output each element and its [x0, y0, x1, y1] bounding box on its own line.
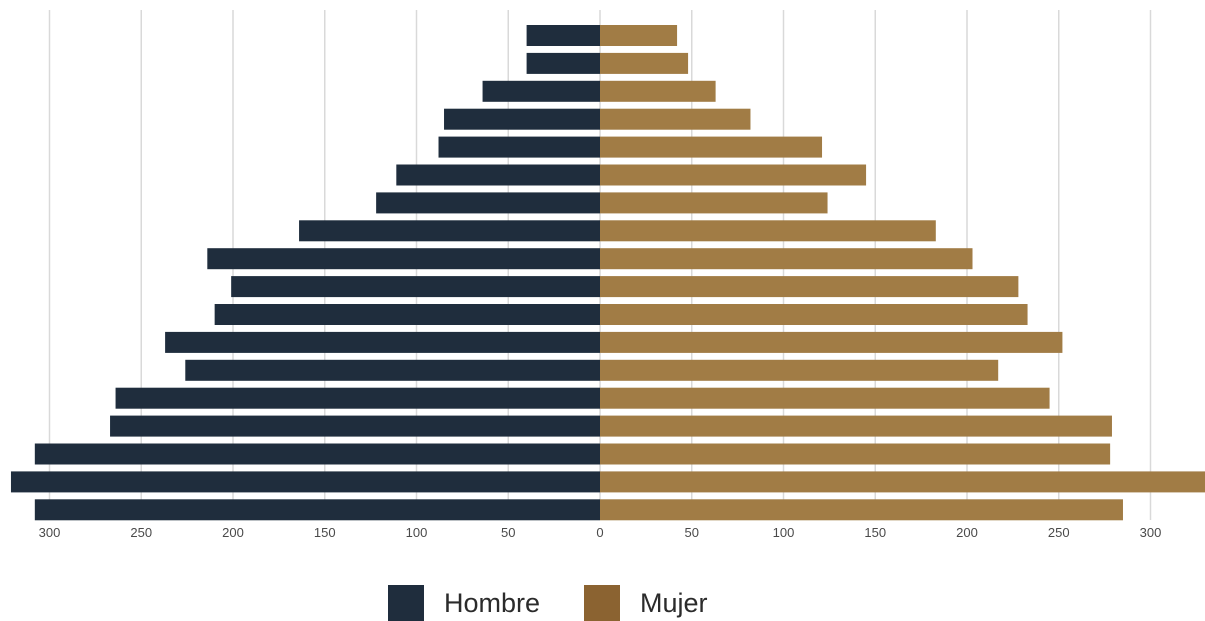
x-tick-label: 50 [685, 525, 699, 540]
bar-hombre [34, 499, 600, 521]
x-tick-label: 100 [773, 525, 795, 540]
bar-mujer [600, 359, 999, 381]
legend-label-hombre: Hombre [444, 587, 541, 618]
bar-hombre [526, 25, 600, 46]
x-tick-label: 200 [956, 525, 978, 540]
bar-mujer [600, 499, 1123, 521]
x-tick-label: 0 [596, 525, 603, 540]
bar-hombre [115, 387, 600, 409]
x-tick-label: 300 [39, 525, 61, 540]
x-tick-label: 150 [314, 525, 336, 540]
bar-mujer [600, 192, 828, 214]
bar-hombre [10, 471, 600, 493]
bar-mujer [600, 443, 1111, 465]
bar-hombre [526, 52, 600, 74]
x-tick-label: 300 [1140, 525, 1162, 540]
bar-mujer [600, 108, 751, 130]
bar-hombre [299, 220, 600, 242]
legend-item-mujer: Mujer [584, 585, 708, 621]
x-tick-label: 250 [1048, 525, 1070, 540]
x-tick-label: 100 [406, 525, 428, 540]
bars [10, 25, 1205, 521]
bar-mujer [600, 136, 823, 158]
bar-hombre [34, 443, 600, 465]
bar-hombre [185, 359, 601, 381]
bar-mujer [600, 25, 678, 46]
bar-hombre [214, 304, 600, 325]
bar-mujer [600, 248, 973, 270]
bar-mujer [600, 52, 689, 74]
population-pyramid-chart: 300 250 200 150 100 50 0 50 100 150 200 250 300 [10, 10, 1205, 540]
bar-mujer [600, 471, 1205, 493]
bar-mujer [600, 220, 936, 242]
bar-mujer [600, 80, 716, 102]
bar-hombre [438, 136, 600, 158]
x-tick-label: 250 [130, 525, 152, 540]
legend-swatch-mujer [584, 585, 621, 621]
bar-mujer [600, 304, 1028, 325]
bar-hombre [207, 248, 600, 270]
bar-mujer [600, 164, 867, 186]
bar-mujer [600, 415, 1112, 437]
x-tick-label: 150 [864, 525, 886, 540]
bar-hombre [165, 331, 601, 353]
bar-mujer [600, 276, 1019, 298]
legend-swatch-hombre [388, 585, 424, 621]
bar-hombre [376, 192, 600, 214]
bar-mujer [600, 387, 1050, 409]
x-tick-label: 200 [222, 525, 244, 540]
bar-mujer [600, 331, 1063, 353]
bar-hombre [110, 415, 601, 437]
bar-hombre [482, 80, 600, 102]
bar-hombre [231, 276, 601, 298]
bar-hombre [444, 108, 600, 130]
legend: Hombre Mujer [388, 585, 752, 621]
x-tick-label: 50 [501, 525, 515, 540]
x-tick-labels: 300 250 200 150 100 50 0 50 100 150 200 250 300 [39, 525, 1162, 540]
bar-hombre [396, 164, 600, 186]
legend-item-hombre: Hombre [388, 585, 540, 621]
legend-label-mujer: Mujer [640, 587, 708, 618]
